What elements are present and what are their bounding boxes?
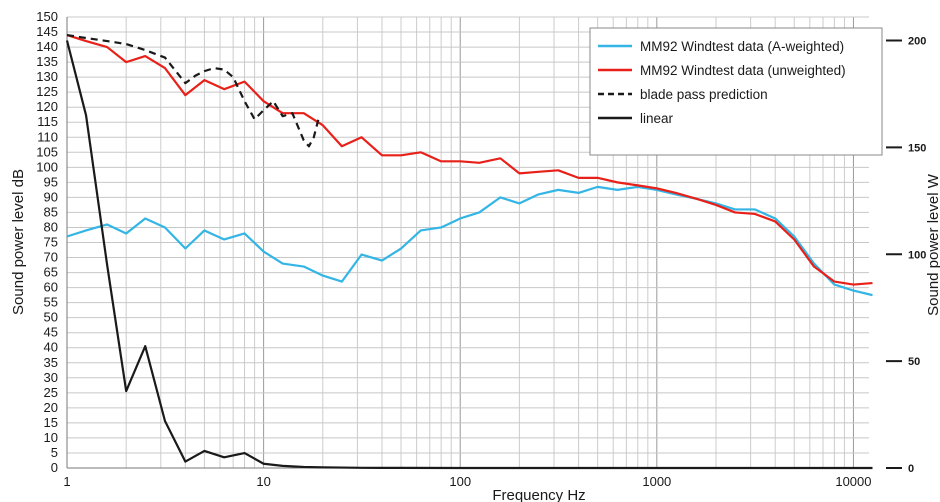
- x-tick-label: 1000: [642, 474, 671, 489]
- y-tick-label: 5: [51, 445, 58, 460]
- y-tick-label: 70: [44, 250, 58, 265]
- y-tick-label: 35: [44, 355, 58, 370]
- y-axis-title: Sound power level dB: [10, 169, 27, 315]
- y-tick-label: 20: [44, 400, 58, 415]
- y-tick-label: 140: [36, 39, 58, 54]
- x-axis-title: Frequency Hz: [492, 487, 585, 502]
- legend-entries: MM92 Windtest data (A-weighted) MM92 Wind…: [598, 39, 846, 126]
- y-tick-label: 45: [44, 325, 58, 340]
- y2-tick-label: 150: [908, 142, 926, 154]
- legend-label-2: MM92 Windtest data (unweighted): [640, 63, 846, 78]
- legend-label-1: MM92 Windtest data (A-weighted): [640, 39, 844, 54]
- y-tick-label: 105: [36, 144, 58, 159]
- series-line-3: [66, 33, 320, 148]
- y-tick-label: 0: [51, 460, 58, 475]
- x-tick-label: 10000: [835, 474, 871, 489]
- y-tick-label: 125: [36, 84, 58, 99]
- y-tick-label: 115: [37, 114, 58, 129]
- y-tick-label: 135: [36, 54, 58, 69]
- y-tick-label: 85: [44, 204, 58, 219]
- series-line-1: [66, 185, 873, 297]
- y-tick-label: 95: [44, 174, 58, 189]
- y2-tick-label: 0: [908, 463, 914, 475]
- legend-box: [589, 27, 883, 156]
- y-tick-label: 25: [44, 385, 58, 400]
- y-tick-label: 120: [36, 99, 58, 114]
- y2-tick-label: 50: [908, 356, 920, 368]
- x-tick-label: 10: [256, 474, 270, 489]
- series-line-2: [66, 33, 873, 286]
- y2-tick-label: 100: [908, 249, 926, 261]
- series-lines: [65, 33, 873, 470]
- y-tick-label: 40: [44, 340, 58, 355]
- y-tick-label: 100: [36, 159, 58, 174]
- y-tick-label: 60: [44, 280, 58, 295]
- x-tick-label: 100: [449, 474, 471, 489]
- y-tick-label: 75: [44, 235, 58, 250]
- y-tick-label: 130: [36, 69, 58, 84]
- y-tick-label: 10: [44, 430, 58, 445]
- legend-label-3: blade pass prediction: [640, 87, 768, 102]
- y-tick-label: 110: [37, 129, 58, 144]
- axes: 0510152025303540455055606570758085909510…: [36, 9, 926, 489]
- y-tick-label: 90: [44, 189, 58, 204]
- y-tick-label: 55: [44, 295, 58, 310]
- x-tick-label: 1: [63, 474, 70, 489]
- y-tick-label: 15: [44, 415, 58, 430]
- y-tick-label: 65: [44, 265, 58, 280]
- legend-label-4: linear: [640, 111, 674, 126]
- y-tick-label: 50: [44, 310, 58, 325]
- y-tick-label: 150: [36, 9, 58, 24]
- y-tick-label: 30: [44, 370, 58, 385]
- series-line-4: [65, 40, 873, 470]
- y2-tick-label: 200: [908, 36, 926, 48]
- y2-axis-title: Sound power level W: [925, 173, 940, 316]
- y-tick-label: 80: [44, 219, 58, 234]
- legend: MM92 Windtest data (A-weighted) MM92 Wind…: [589, 27, 883, 156]
- y-tick-label: 145: [36, 24, 58, 39]
